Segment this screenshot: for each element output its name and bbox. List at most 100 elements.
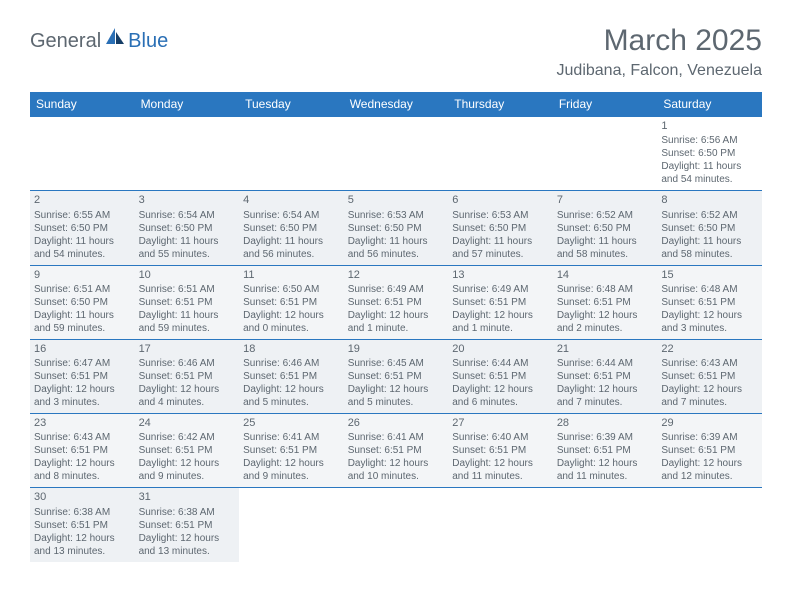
- daylight-text: Daylight: 11 hours and 56 minutes.: [348, 235, 445, 261]
- day-number: 11: [243, 268, 340, 282]
- sunset-text: Sunset: 6:51 PM: [661, 444, 758, 457]
- calendar-cell: 7Sunrise: 6:52 AMSunset: 6:50 PMDaylight…: [553, 191, 658, 265]
- day-number: 5: [348, 193, 445, 207]
- sunrise-text: Sunrise: 6:39 AM: [557, 431, 654, 444]
- title-block: March 2025 Judibana, Falcon, Venezuela: [557, 24, 762, 80]
- sunset-text: Sunset: 6:51 PM: [139, 444, 236, 457]
- sunset-text: Sunset: 6:51 PM: [139, 519, 236, 532]
- day-number: 1: [661, 119, 758, 133]
- sunrise-text: Sunrise: 6:55 AM: [34, 209, 131, 222]
- daylight-text: Daylight: 12 hours and 12 minutes.: [661, 457, 758, 483]
- sunrise-text: Sunrise: 6:51 AM: [139, 283, 236, 296]
- daylight-text: Daylight: 12 hours and 0 minutes.: [243, 309, 340, 335]
- weekday-header: Tuesday: [239, 92, 344, 117]
- day-number: 13: [452, 268, 549, 282]
- daylight-text: Daylight: 12 hours and 8 minutes.: [34, 457, 131, 483]
- location-text: Judibana, Falcon, Venezuela: [557, 62, 762, 80]
- calendar-cell: 9Sunrise: 6:51 AMSunset: 6:50 PMDaylight…: [30, 265, 135, 339]
- sunrise-text: Sunrise: 6:47 AM: [34, 357, 131, 370]
- sunrise-text: Sunrise: 6:54 AM: [139, 209, 236, 222]
- daylight-text: Daylight: 11 hours and 58 minutes.: [661, 235, 758, 261]
- daylight-text: Daylight: 12 hours and 11 minutes.: [452, 457, 549, 483]
- weekday-header: Wednesday: [344, 92, 449, 117]
- sunset-text: Sunset: 6:51 PM: [348, 444, 445, 457]
- sunrise-text: Sunrise: 6:38 AM: [34, 506, 131, 519]
- calendar-cell: [553, 488, 658, 562]
- sunrise-text: Sunrise: 6:43 AM: [34, 431, 131, 444]
- sunset-text: Sunset: 6:51 PM: [557, 370, 654, 383]
- calendar-cell: 8Sunrise: 6:52 AMSunset: 6:50 PMDaylight…: [657, 191, 762, 265]
- sunrise-text: Sunrise: 6:49 AM: [348, 283, 445, 296]
- sunset-text: Sunset: 6:51 PM: [557, 296, 654, 309]
- calendar-table: SundayMondayTuesdayWednesdayThursdayFrid…: [30, 92, 762, 562]
- sunset-text: Sunset: 6:51 PM: [557, 444, 654, 457]
- sunset-text: Sunset: 6:51 PM: [139, 370, 236, 383]
- daylight-text: Daylight: 11 hours and 58 minutes.: [557, 235, 654, 261]
- calendar-cell: 28Sunrise: 6:39 AMSunset: 6:51 PMDayligh…: [553, 414, 658, 488]
- sunset-text: Sunset: 6:50 PM: [557, 222, 654, 235]
- calendar-cell: 25Sunrise: 6:41 AMSunset: 6:51 PMDayligh…: [239, 414, 344, 488]
- daylight-text: Daylight: 12 hours and 1 minute.: [452, 309, 549, 335]
- daylight-text: Daylight: 11 hours and 55 minutes.: [139, 235, 236, 261]
- sunrise-text: Sunrise: 6:48 AM: [661, 283, 758, 296]
- sunset-text: Sunset: 6:51 PM: [243, 444, 340, 457]
- calendar-cell: [344, 488, 449, 562]
- calendar-cell: 4Sunrise: 6:54 AMSunset: 6:50 PMDaylight…: [239, 191, 344, 265]
- daylight-text: Daylight: 12 hours and 9 minutes.: [139, 457, 236, 483]
- sunset-text: Sunset: 6:50 PM: [34, 296, 131, 309]
- day-number: 22: [661, 342, 758, 356]
- sunset-text: Sunset: 6:51 PM: [348, 370, 445, 383]
- calendar-cell: [448, 488, 553, 562]
- day-number: 23: [34, 416, 131, 430]
- calendar-cell: 5Sunrise: 6:53 AMSunset: 6:50 PMDaylight…: [344, 191, 449, 265]
- logo-text-1: General: [30, 30, 101, 53]
- daylight-text: Daylight: 11 hours and 54 minutes.: [34, 235, 131, 261]
- sunrise-text: Sunrise: 6:42 AM: [139, 431, 236, 444]
- calendar-cell: 2 Sunrise: 6:55 AMSunset: 6:50 PMDaylight…: [30, 191, 135, 265]
- daylight-text: Daylight: 12 hours and 7 minutes.: [557, 383, 654, 409]
- sunrise-text: Sunrise: 6:56 AM: [661, 134, 758, 147]
- logo-sail-icon: [104, 26, 126, 48]
- daylight-text: Daylight: 12 hours and 11 minutes.: [557, 457, 654, 483]
- sunset-text: Sunset: 6:50 PM: [243, 222, 340, 235]
- daylight-text: Daylight: 11 hours and 54 minutes.: [661, 160, 758, 186]
- daylight-text: Daylight: 12 hours and 6 minutes.: [452, 383, 549, 409]
- sunrise-text: Sunrise: 6:44 AM: [557, 357, 654, 370]
- sunset-text: Sunset: 6:50 PM: [452, 222, 549, 235]
- day-number: 2: [34, 193, 131, 207]
- sunrise-text: Sunrise: 6:52 AM: [557, 209, 654, 222]
- calendar-cell: 18Sunrise: 6:46 AMSunset: 6:51 PMDayligh…: [239, 339, 344, 413]
- sunrise-text: Sunrise: 6:43 AM: [661, 357, 758, 370]
- day-number: 28: [557, 416, 654, 430]
- sunrise-text: Sunrise: 6:38 AM: [139, 506, 236, 519]
- sunrise-text: Sunrise: 6:54 AM: [243, 209, 340, 222]
- calendar-cell: [657, 488, 762, 562]
- calendar-cell: 12Sunrise: 6:49 AMSunset: 6:51 PMDayligh…: [344, 265, 449, 339]
- page-title: March 2025: [557, 24, 762, 58]
- calendar-cell: 22Sunrise: 6:43 AMSunset: 6:51 PMDayligh…: [657, 339, 762, 413]
- calendar-cell: 3Sunrise: 6:54 AMSunset: 6:50 PMDaylight…: [135, 191, 240, 265]
- sunset-text: Sunset: 6:51 PM: [34, 444, 131, 457]
- daylight-text: Daylight: 12 hours and 9 minutes.: [243, 457, 340, 483]
- logo: General Blue: [30, 30, 168, 53]
- daylight-text: Daylight: 12 hours and 3 minutes.: [661, 309, 758, 335]
- daylight-text: Daylight: 11 hours and 59 minutes.: [139, 309, 236, 335]
- daylight-text: Daylight: 12 hours and 7 minutes.: [661, 383, 758, 409]
- sunrise-text: Sunrise: 6:53 AM: [452, 209, 549, 222]
- sunset-text: Sunset: 6:50 PM: [661, 222, 758, 235]
- daylight-text: Daylight: 12 hours and 5 minutes.: [348, 383, 445, 409]
- daylight-text: Daylight: 12 hours and 5 minutes.: [243, 383, 340, 409]
- sunset-text: Sunset: 6:50 PM: [34, 222, 131, 235]
- sunrise-text: Sunrise: 6:46 AM: [139, 357, 236, 370]
- day-number: 30: [34, 490, 131, 504]
- calendar-cell: 15Sunrise: 6:48 AMSunset: 6:51 PMDayligh…: [657, 265, 762, 339]
- calendar-cell: 20Sunrise: 6:44 AMSunset: 6:51 PMDayligh…: [448, 339, 553, 413]
- calendar-cell: [239, 117, 344, 191]
- day-number: 4: [243, 193, 340, 207]
- day-number: 9: [34, 268, 131, 282]
- sunset-text: Sunset: 6:51 PM: [661, 296, 758, 309]
- calendar-cell: 14Sunrise: 6:48 AMSunset: 6:51 PMDayligh…: [553, 265, 658, 339]
- sunrise-text: Sunrise: 6:52 AM: [661, 209, 758, 222]
- calendar-cell: 1Sunrise: 6:56 AMSunset: 6:50 PMDaylight…: [657, 117, 762, 191]
- day-number: 6: [452, 193, 549, 207]
